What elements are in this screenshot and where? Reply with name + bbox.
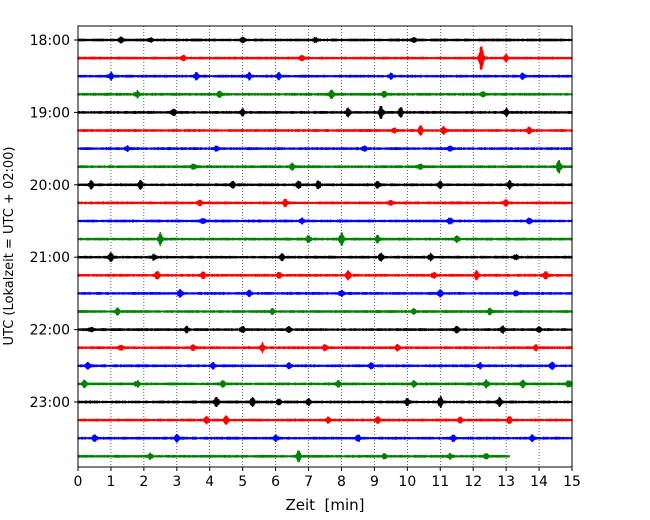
y-tick-label: 19:00 <box>30 105 70 121</box>
x-axis: 0 1 2 3 4 5 6 7 8 9 10 11 12 13 14 15 <box>74 467 581 490</box>
x-tick-label: 3 <box>172 474 181 490</box>
y-tick-label: 23:00 <box>30 395 70 411</box>
y-tick-label: 21:00 <box>30 250 70 266</box>
x-tick-label: 9 <box>370 474 379 490</box>
y-tick-label: 22:00 <box>30 323 70 339</box>
x-tick-label: 2 <box>139 474 148 490</box>
x-tick-label: 6 <box>271 474 280 490</box>
x-tick-label: 11 <box>431 474 449 490</box>
x-tick-label: 4 <box>205 474 214 490</box>
x-tick-label: 5 <box>238 474 247 490</box>
y-tick-label: 20:00 <box>30 178 70 194</box>
x-tick-label: 1 <box>106 474 115 490</box>
x-tick-label: 0 <box>74 474 83 490</box>
y-axis-label: UTC (Lokalzeit = UTC + 02:00) <box>2 147 17 346</box>
x-tick-label: 10 <box>398 474 416 490</box>
y-tick-label: 18:00 <box>30 33 70 49</box>
y-axis: 18:00 19:00 20:00 21:00 22:00 23:00 <box>30 33 78 411</box>
x-tick-label: 14 <box>530 474 548 490</box>
x-tick-label: 8 <box>337 474 346 490</box>
x-tick-label: 7 <box>304 474 313 490</box>
x-tick-label: 13 <box>497 474 515 490</box>
x-axis-label: Zeit [min] <box>285 496 364 514</box>
plot-frame <box>77 25 573 468</box>
x-tick-label: 15 <box>563 474 581 490</box>
x-tick-label: 12 <box>464 474 482 490</box>
